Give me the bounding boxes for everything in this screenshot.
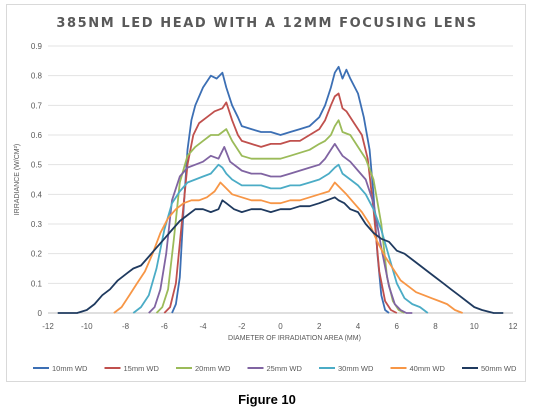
x-tick-label: 10 <box>470 322 479 331</box>
series-line <box>132 163 429 314</box>
x-tick-label: 8 <box>433 322 438 331</box>
x-tick-label: -4 <box>199 322 207 331</box>
x-tick-label: 0 <box>278 322 283 331</box>
figure-caption: Figure 10 <box>238 392 296 407</box>
y-tick-label: 0.2 <box>31 250 43 259</box>
chart-area: 385NM LED HEAD WITH A 12MM FOCUSING LENS… <box>14 16 518 373</box>
legend-label: 15mm WD <box>124 364 160 373</box>
x-tick-label: 2 <box>317 322 322 331</box>
x-tick-label: 6 <box>395 322 400 331</box>
y-tick-label: 0.6 <box>31 131 43 140</box>
y-tick-label: 0.9 <box>31 42 43 51</box>
legend-label: 25mm WD <box>267 364 303 373</box>
chart-frame <box>6 4 526 382</box>
x-tick-label: -10 <box>81 322 93 331</box>
legend-label: 50mm WD <box>481 364 517 373</box>
series-line <box>148 143 413 314</box>
series-line <box>171 65 390 314</box>
series-line <box>155 119 405 314</box>
series-line <box>113 181 463 314</box>
series-line <box>163 92 398 314</box>
y-axis-label: IRRADIANCE (W/CM²) <box>14 144 21 216</box>
y-tick-label: 0.8 <box>31 72 43 81</box>
x-tick-label: -8 <box>122 322 130 331</box>
x-tick-label: 4 <box>356 322 361 331</box>
legend-label: 20mm WD <box>195 364 231 373</box>
x-tick-label: -12 <box>42 322 54 331</box>
y-tick-label: 0.7 <box>31 101 43 110</box>
y-tick-label: 0 <box>38 309 43 318</box>
legend-label: 40mm WD <box>410 364 446 373</box>
chart-title: 385NM LED HEAD WITH A 12MM FOCUSING LENS <box>56 16 477 31</box>
x-tick-label: 12 <box>509 322 518 331</box>
series-line <box>57 196 504 314</box>
y-tick-label: 0.4 <box>31 190 43 199</box>
y-tick-label: 0.5 <box>31 161 43 170</box>
x-tick-label: -2 <box>238 322 246 331</box>
legend-label: 30mm WD <box>338 364 374 373</box>
y-tick-label: 0.1 <box>31 279 43 288</box>
legend-label: 10mm WD <box>52 364 88 373</box>
x-tick-label: -6 <box>161 322 169 331</box>
y-tick-label: 0.3 <box>31 220 43 229</box>
x-axis-label: DIAMETER OF IRRADIATION AREA (MM) <box>228 335 361 342</box>
